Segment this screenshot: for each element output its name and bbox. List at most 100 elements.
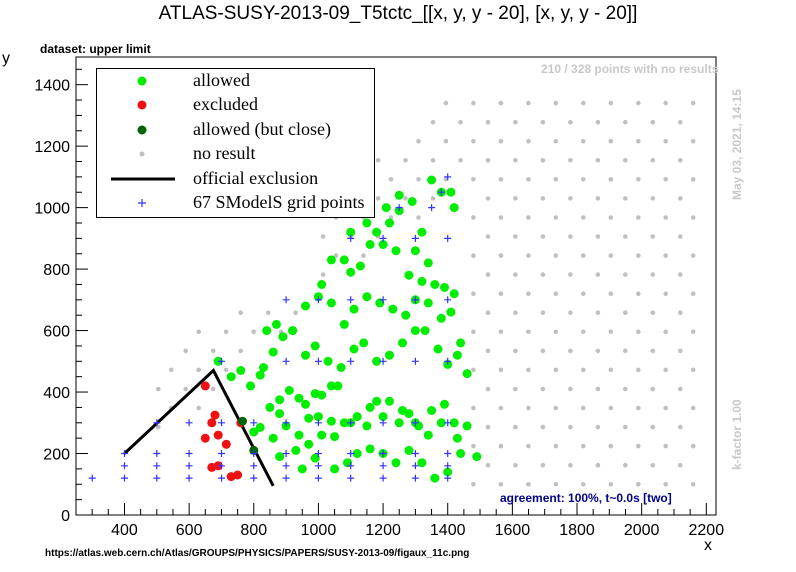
y-tick-label: 800 — [43, 262, 70, 279]
allowed-point — [326, 416, 336, 426]
allowed-point — [339, 255, 349, 265]
no-result-point — [595, 196, 601, 201]
no-result-point — [458, 158, 463, 163]
no-result-point — [430, 119, 436, 125]
allowed-point — [268, 347, 278, 357]
grid-point-marker — [379, 357, 387, 365]
allowed-point — [301, 301, 310, 311]
no-result-point — [553, 367, 559, 373]
no-result-point — [623, 386, 628, 392]
no-result-point — [690, 100, 696, 106]
allowed-point — [333, 381, 343, 391]
no-result-point — [223, 367, 229, 373]
no-result-point — [526, 367, 531, 373]
allowed-point — [294, 393, 304, 403]
no-result-point — [581, 253, 586, 258]
x-tick-label: 1800 — [559, 522, 595, 539]
allowed-point — [456, 338, 466, 348]
no-result-point — [650, 310, 656, 316]
no-result-point — [636, 405, 641, 411]
allowed-point — [352, 449, 362, 458]
allowed-point — [236, 366, 246, 375]
grid-point-marker — [250, 462, 258, 470]
excluded-point — [233, 470, 243, 480]
allowed-point — [372, 396, 382, 406]
legend-entry-allowed: allowed — [97, 69, 374, 93]
no-result-point — [513, 119, 518, 125]
no-result-point — [320, 234, 326, 239]
allowed-point — [423, 258, 433, 268]
allowed-point — [326, 381, 336, 391]
grid-point-marker — [282, 296, 290, 304]
no-result-point — [608, 100, 614, 106]
allowed-point — [391, 246, 401, 256]
no-result-point — [690, 177, 696, 182]
no-result-point — [485, 234, 491, 239]
grid-point-marker — [282, 450, 290, 457]
allowed-point — [339, 319, 349, 329]
grid-point-marker — [153, 462, 161, 470]
no-result-point — [581, 100, 586, 106]
allowed-point — [381, 203, 391, 213]
no-result-point — [540, 234, 546, 239]
legend-label: official exclusion — [193, 168, 319, 188]
allowed-point — [268, 433, 278, 443]
no-result-point — [608, 482, 614, 487]
x-axis-label: x — [704, 537, 712, 554]
allowed-point — [249, 427, 259, 437]
legend: allowed excluded allowed (but close) no … — [96, 68, 375, 218]
allowed-point — [317, 430, 327, 440]
no-result-point — [443, 100, 449, 106]
no-result-point — [650, 158, 656, 163]
allowed-point — [275, 395, 285, 405]
no-result-point — [265, 310, 271, 316]
grid-point-marker — [314, 450, 322, 457]
no-result-point — [471, 100, 476, 106]
no-result-point — [471, 443, 476, 449]
no-result-point — [623, 310, 628, 316]
no-result-point — [595, 272, 601, 277]
allowed-point — [433, 344, 443, 354]
allowed-point — [446, 187, 456, 197]
allowed-point — [294, 430, 304, 440]
no-result-point — [526, 443, 531, 449]
no-result-point — [568, 462, 573, 468]
no-result-point — [568, 348, 573, 354]
no-result-point — [608, 177, 614, 182]
source-url: https://atlas.web.cern.ch/Atlas/GROUPS/P… — [45, 548, 470, 559]
no-result-point — [388, 177, 394, 182]
no-result-point — [485, 424, 491, 430]
no-result-point — [513, 196, 518, 201]
allowed-point — [449, 203, 459, 213]
no-result-point — [636, 138, 641, 144]
no-result-point — [553, 177, 559, 182]
allowed-point — [365, 240, 375, 249]
no-result-point — [443, 177, 449, 182]
grid-point-marker — [250, 474, 258, 482]
no-result-point — [540, 348, 546, 354]
grid-point-marker — [444, 173, 452, 181]
allowed-point — [423, 430, 433, 440]
no-result-point — [690, 482, 696, 487]
legend-marker-official-exclusion — [111, 177, 175, 181]
allowed-point — [301, 350, 310, 360]
grid-point-marker — [153, 474, 161, 482]
no-result-point — [678, 424, 683, 430]
no-result-point — [485, 272, 491, 277]
allowed-point — [246, 381, 255, 391]
grid-point-marker — [444, 419, 452, 427]
grid-point-marker — [282, 474, 290, 482]
legend-marker-excluded — [137, 100, 147, 110]
no-result-point — [690, 138, 696, 144]
no-result-point — [498, 367, 504, 373]
no-result-point — [430, 196, 436, 201]
no-result-point — [251, 329, 256, 335]
no-result-point — [540, 462, 546, 468]
no-result-point — [553, 138, 559, 144]
grid-point-marker — [444, 474, 452, 482]
no-result-point — [678, 196, 683, 201]
allowed-point — [410, 246, 420, 256]
no-results-note: 210 / 328 points with no results — [541, 62, 719, 76]
excluded-point — [221, 439, 231, 449]
no-result-point — [485, 310, 491, 316]
